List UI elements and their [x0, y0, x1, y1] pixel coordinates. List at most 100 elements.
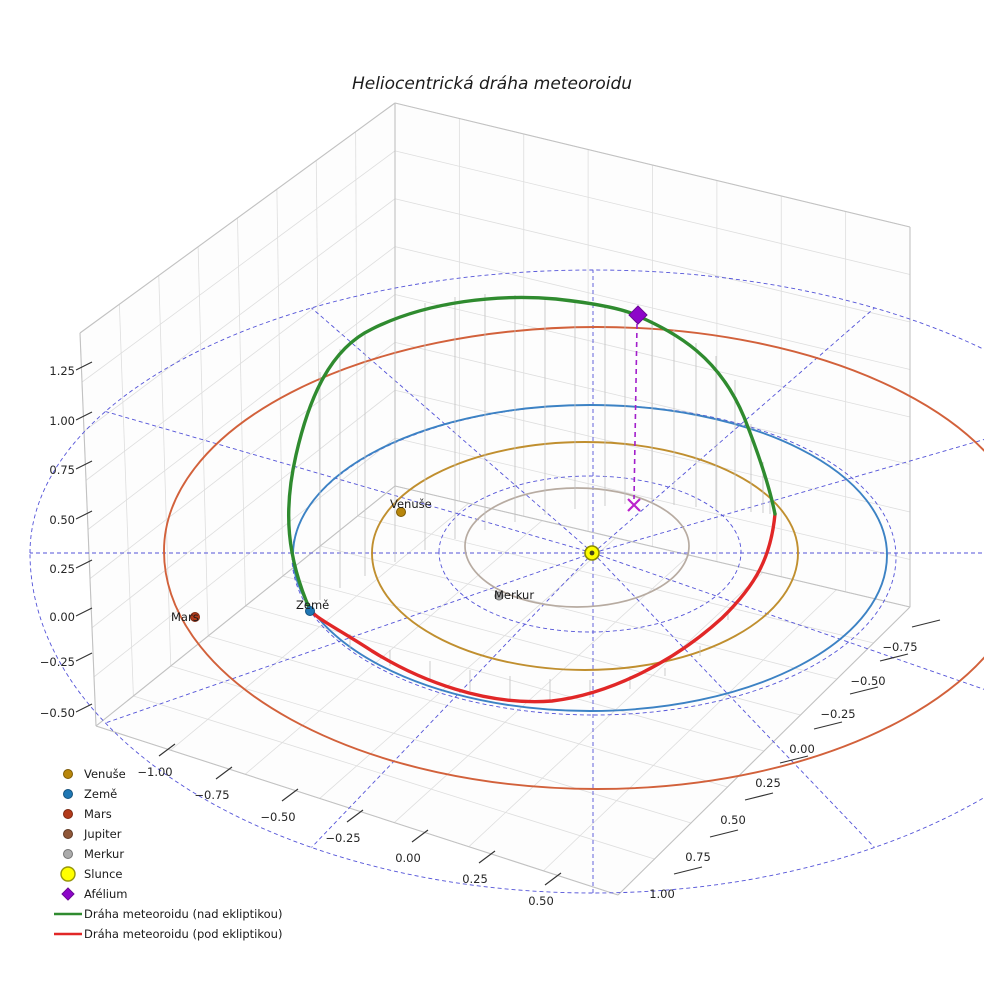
- grid-line: [91, 389, 396, 629]
- grid-line: [355, 131, 359, 517]
- x-tick-label: −0.25: [325, 831, 360, 845]
- aphelion-drop-line: [633, 323, 638, 500]
- grid-line: [394, 554, 690, 823]
- z-tick-mark: [75, 411, 93, 421]
- planet-dot-zeme: [305, 606, 315, 616]
- z-tick-label: −0.25: [40, 655, 75, 669]
- z-tick-mark: [75, 510, 93, 520]
- ecliptic-radial-line: [592, 552, 875, 848]
- z-tick-mark: [75, 361, 93, 371]
- z-tick-mark: [75, 607, 93, 617]
- legend-marker-dot-icon: [63, 769, 73, 779]
- z-tick-label: −0.50: [40, 706, 75, 720]
- legend-marker-dot-icon: [63, 789, 73, 799]
- legend-label: Venuše: [84, 767, 126, 781]
- y-tick-mark: [709, 829, 739, 838]
- grid-line: [93, 437, 396, 678]
- z-tick-label: 0.50: [49, 513, 75, 527]
- legend-label: Dráha meteoroidu (pod ekliptikou): [84, 927, 283, 941]
- y-tick-mark: [673, 866, 703, 875]
- grid-line: [89, 342, 396, 579]
- x-tick-mark: [215, 766, 233, 780]
- ecliptic-dashed-circle: [29, 269, 984, 894]
- y-tick-label: 0.50: [720, 813, 746, 827]
- y-tick-label: −0.25: [820, 707, 855, 721]
- x-tick-label: −1.00: [137, 765, 172, 779]
- z-tick-mark: [75, 559, 93, 569]
- z-tick-label: 1.00: [49, 414, 75, 428]
- y-tick-mark: [849, 686, 879, 695]
- orbit-mars: [163, 326, 984, 790]
- y-tick-label: −0.75: [882, 640, 917, 654]
- grid-line: [87, 294, 396, 530]
- orbit-zeme: [292, 404, 888, 712]
- grid-line: [245, 605, 765, 752]
- x-tick-label: 0.25: [462, 872, 488, 886]
- ecliptic-dashed-circle: [438, 475, 742, 633]
- pane-edge: [95, 485, 396, 727]
- meteoroid-trajectory-below: [308, 512, 777, 704]
- legend-label: Slunce: [84, 867, 123, 881]
- x-tick-mark: [346, 809, 364, 823]
- grid-line: [276, 189, 284, 577]
- legend-label: Afélium: [84, 887, 128, 901]
- z-tick-mark: [75, 703, 93, 713]
- grid-line: [170, 502, 469, 751]
- planet-label-merkur: Merkur: [494, 588, 534, 602]
- x-tick-mark: [281, 788, 299, 802]
- meteoroid-trajectory-above: [286, 295, 777, 612]
- x-tick-mark: [544, 872, 562, 886]
- y-tick-label: 0.00: [789, 742, 815, 756]
- y-tick-mark: [744, 792, 774, 801]
- legend-item-4: Merkur: [52, 844, 282, 864]
- planet-dot-venuse: [396, 507, 406, 517]
- legend-label: Mars: [84, 807, 112, 821]
- legend: Venuše Země Mars Jupiter Merkur Slunce Afélium…: [52, 764, 282, 944]
- z-tick-mark: [75, 460, 93, 470]
- pane-edge: [95, 725, 619, 896]
- legend-item-2: Mars: [52, 804, 282, 824]
- aphelion-projection-x-icon: [627, 498, 641, 512]
- x-tick-mark: [158, 743, 176, 757]
- y-tick-mark: [813, 721, 843, 730]
- legend-item-1: Země: [52, 784, 282, 804]
- grid-line: [543, 589, 837, 872]
- ecliptic-radial-line: [105, 411, 594, 554]
- grid-line: [282, 575, 801, 716]
- plot-title: Heliocentrická dráha meteoroidu: [351, 74, 633, 94]
- legend-item-0: Venuše: [52, 764, 282, 784]
- ecliptic-radial-line: [311, 552, 594, 848]
- y-tick-mark: [911, 619, 941, 628]
- grid-line: [320, 545, 838, 680]
- aphelion-diamond-icon: [628, 305, 648, 325]
- x-tick-label: −0.50: [260, 810, 295, 824]
- y-tick-mark: [879, 653, 909, 662]
- legend-item-8: Dráha meteoroidu (pod ekliptikou): [52, 924, 282, 944]
- legend-item-6: Afélium: [52, 884, 282, 904]
- x-tick-mark: [478, 850, 496, 864]
- legend-item-5: Slunce: [52, 864, 282, 884]
- y-tick-mark: [779, 755, 809, 764]
- legend-label: Jupiter: [84, 827, 122, 841]
- pane-edge: [79, 102, 396, 334]
- legend-label: Dráha meteoroidu (nad ekliptikou): [84, 907, 283, 921]
- ecliptic-radial-line: [592, 552, 984, 690]
- x-tick-label: 0.00: [395, 851, 421, 865]
- legend-marker-line-icon: [54, 912, 82, 916]
- sun-core-icon: [589, 550, 595, 556]
- legend-marker-dot-icon: [63, 829, 73, 839]
- legend-marker-dot-icon: [63, 809, 73, 819]
- legend-label: Merkur: [84, 847, 125, 861]
- legend-label: Země: [84, 787, 118, 801]
- x-tick-label: 0.50: [528, 894, 554, 908]
- legend-marker-line-icon: [54, 932, 82, 936]
- grid-line: [394, 341, 911, 465]
- y-tick-label: 0.25: [755, 776, 781, 790]
- planet-label-mars: Mars: [171, 610, 199, 624]
- grid-line: [394, 437, 911, 560]
- ecliptic-radial-line: [592, 439, 984, 554]
- pane-edge: [79, 332, 97, 727]
- ecliptic-radial-line: [311, 307, 594, 554]
- grid-line: [208, 635, 728, 788]
